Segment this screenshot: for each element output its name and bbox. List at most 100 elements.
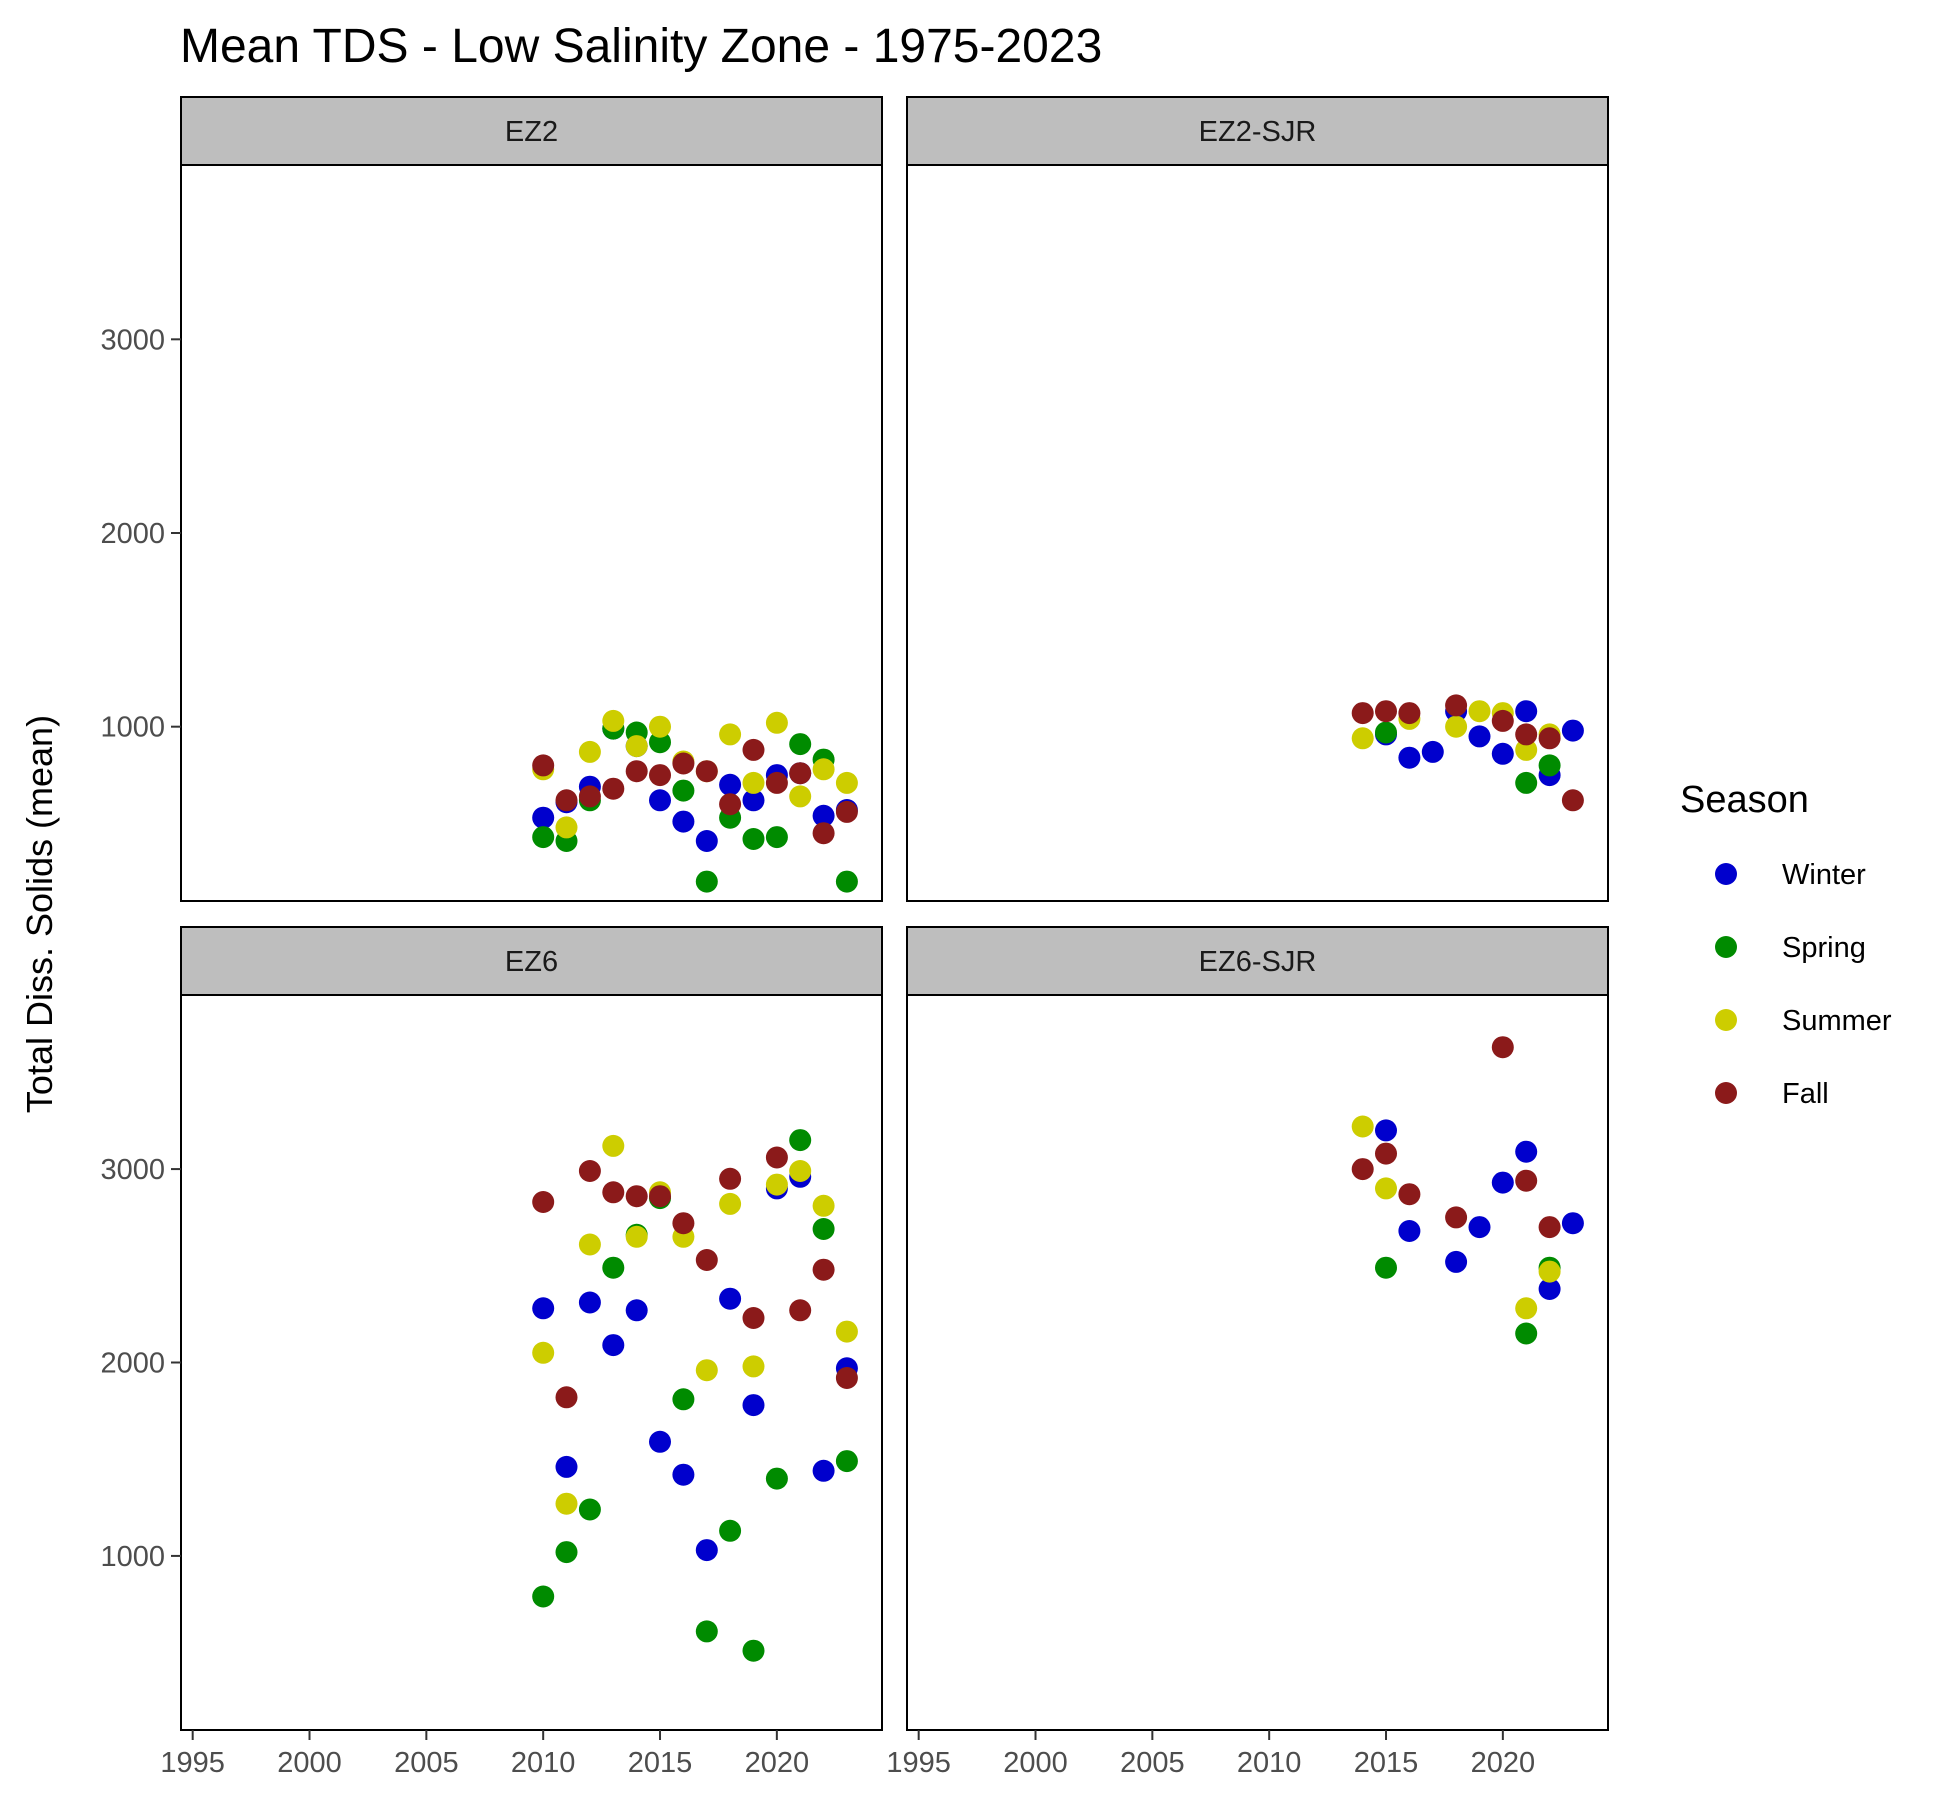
x-tick-label-2000: 2000: [1003, 1747, 1068, 1779]
y-tick-label-2000: 2000: [100, 518, 165, 550]
point-winter-2016: [672, 1463, 695, 1486]
legend-label-fall: Fall: [1782, 1078, 1829, 1110]
point-fall-2022: [812, 1258, 835, 1281]
strip-label-ez6-sjr: EZ6-SJR: [1199, 946, 1317, 978]
point-spring-2021: [789, 733, 812, 756]
point-fall-2014: [1351, 702, 1374, 725]
point-winter-2021: [1515, 700, 1538, 723]
point-winter-2015: [649, 1430, 671, 1453]
point-winter-2022: [1538, 1278, 1561, 1300]
point-winter-2017: [695, 830, 718, 852]
point-winter-2022: [812, 804, 835, 827]
legend-item-fall: Fall: [1715, 1078, 1829, 1110]
series-ez6-sjr-winter: [1375, 1119, 1584, 1300]
point-spring-2015: [1375, 721, 1397, 744]
y-axis-title: Total Diss. Solids (mean): [19, 715, 60, 1113]
point-fall-2021: [1515, 723, 1538, 746]
point-fall-2017: [695, 760, 718, 783]
point-spring-2017: [695, 1620, 718, 1643]
point-spring-2019: [742, 1639, 765, 1662]
plot-area-ez2-sjr: [906, 164, 1609, 902]
legend-item-winter: Winter: [1715, 859, 1866, 891]
point-fall-2016: [672, 752, 695, 775]
series-ez6-summer: [532, 1134, 858, 1515]
point-summer-2014: [1351, 727, 1374, 750]
point-summer-2023: [835, 771, 858, 794]
point-spring-2020: [765, 1467, 788, 1490]
point-spring-2019: [742, 828, 765, 850]
legend-label-spring: Spring: [1782, 932, 1866, 964]
point-winter-2013: [602, 1334, 625, 1357]
point-summer-2019: [742, 771, 765, 794]
point-summer-2017: [695, 1359, 718, 1382]
point-spring-2011: [555, 1541, 578, 1564]
point-summer-2014: [1351, 1115, 1374, 1138]
point-spring-2017: [695, 870, 718, 893]
point-spring-2010: [532, 1585, 555, 1608]
point-fall-2023: [835, 800, 858, 823]
point-summer-2021: [789, 785, 812, 808]
point-summer-2019: [742, 1355, 765, 1378]
x-tick-label-2010: 2010: [1237, 1747, 1302, 1779]
legend-label-summer: Summer: [1782, 1005, 1892, 1037]
point-summer-2014: [625, 735, 648, 758]
plot-area-ez2: [180, 164, 883, 902]
point-winter-2019: [742, 789, 765, 812]
point-spring-2022: [812, 1218, 835, 1240]
x-tick-label-2000: 2000: [277, 1747, 342, 1779]
point-winter-2018: [719, 1287, 742, 1310]
point-winter-2018: [1445, 1250, 1468, 1273]
point-summer-2021: [789, 1160, 812, 1182]
point-fall-2020: [1491, 1036, 1514, 1059]
point-summer-2018: [719, 1192, 742, 1215]
point-summer-2023: [835, 1320, 858, 1343]
point-fall-2014: [625, 1185, 648, 1208]
legend-key-fall: [1715, 1082, 1737, 1104]
legend-item-summer: Summer: [1715, 1005, 1892, 1037]
point-summer-2022: [812, 1194, 835, 1217]
point-summer-2021: [1515, 1297, 1538, 1320]
x-tick-label-1995: 1995: [160, 1747, 225, 1779]
point-spring-2021: [789, 1129, 812, 1152]
series-ez6-fall: [532, 1146, 858, 1409]
point-summer-2018: [719, 723, 742, 746]
point-fall-2012: [578, 785, 601, 808]
legend-title: Season: [1680, 779, 1809, 821]
point-spring-2015: [1375, 1256, 1397, 1279]
series-ez2-sjr-spring: [1375, 721, 1561, 794]
point-winter-2012: [578, 1291, 601, 1314]
point-winter-2019: [1468, 1216, 1491, 1239]
panel-ez6: EZ6 1000 2000 3000 1995 2000 2005 2010 2015 2020: [100, 926, 883, 1779]
point-winter-2023: [1561, 719, 1584, 742]
point-winter-2010: [532, 806, 555, 829]
point-summer-2015: [649, 715, 671, 738]
point-spring-2022: [1538, 754, 1561, 777]
x-tick-label-2005: 2005: [394, 1747, 459, 1779]
series-ez6-sjr-fall: [1351, 1036, 1561, 1239]
strip-label-ez2: EZ2: [505, 116, 558, 148]
panel-ez2-sjr: EZ2-SJR: [906, 96, 1609, 902]
x-tick-label-2020: 2020: [1471, 1747, 1536, 1779]
point-spring-2013: [602, 1256, 625, 1279]
legend-key-winter: [1715, 863, 1737, 885]
point-spring-2023: [835, 870, 858, 893]
point-summer-2014: [625, 1225, 648, 1248]
point-fall-2019: [742, 738, 765, 761]
point-fall-2015: [649, 1185, 671, 1208]
point-winter-2018: [719, 773, 742, 796]
point-fall-2010: [532, 1191, 555, 1213]
point-fall-2022: [1538, 727, 1561, 750]
x-tick-label-2010: 2010: [511, 1747, 576, 1779]
strip-label-ez2-sjr: EZ2-SJR: [1199, 116, 1317, 148]
point-summer-2019: [1468, 700, 1491, 723]
point-winter-2019: [742, 1394, 765, 1417]
point-summer-2012: [578, 740, 601, 763]
point-spring-2021: [1515, 771, 1538, 794]
point-fall-2023: [1561, 789, 1584, 812]
point-spring-2010: [532, 826, 555, 849]
point-winter-2015: [649, 789, 671, 812]
point-summer-2022: [812, 758, 835, 781]
point-summer-2011: [555, 1492, 578, 1515]
point-fall-2015: [1375, 700, 1397, 723]
